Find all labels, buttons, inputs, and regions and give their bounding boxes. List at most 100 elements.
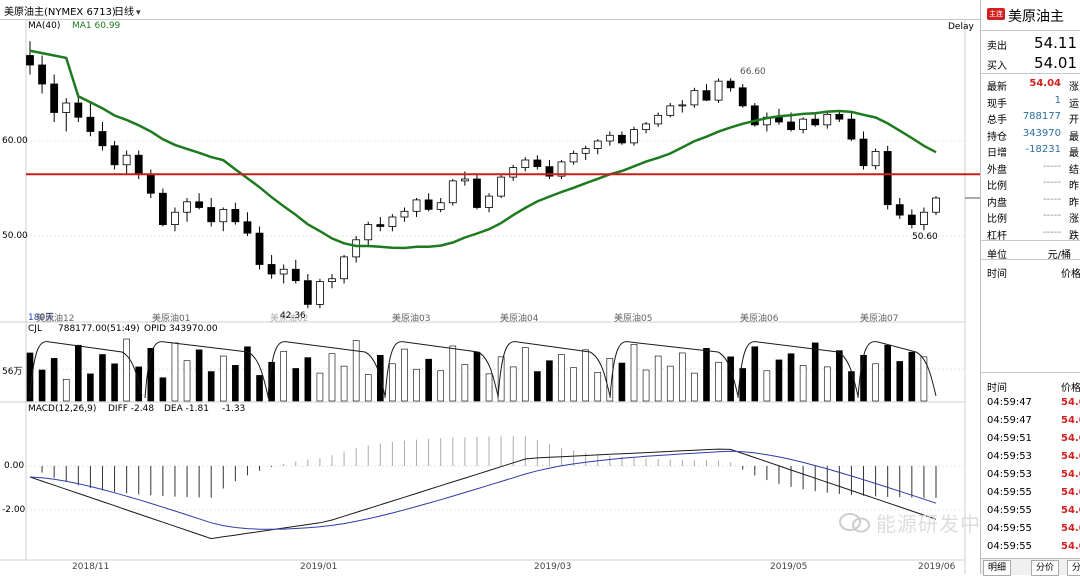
- candle-body: [279, 268, 288, 275]
- quote-row: 日增 -18231 最: [981, 141, 1080, 159]
- volume-bar: [751, 346, 759, 402]
- unit-value: 元/桶: [1047, 250, 1071, 261]
- sell-label: 卖出: [987, 41, 1007, 52]
- month-label-06: 美原油06: [740, 314, 779, 324]
- candle-body: [122, 154, 131, 166]
- tick-row[interactable]: 04:59:47 54.0: [981, 412, 1080, 430]
- volume-bar: [594, 372, 602, 402]
- ma40-line: [29, 49, 937, 250]
- candle-body: [110, 145, 119, 166]
- quote-row: 内盘 ----- 昨: [981, 191, 1080, 209]
- buy-row: 买入 54.01: [981, 54, 1080, 74]
- candle-body: [485, 195, 493, 208]
- tick-row[interactable]: 04:59:55 54.0: [981, 484, 1080, 502]
- candle-body: [183, 201, 191, 213]
- tick-price: 54.0: [1061, 433, 1080, 444]
- buy-label: 买入: [987, 61, 1007, 72]
- time-header-1: 时间: [987, 269, 1007, 280]
- candle-body: [726, 80, 735, 89]
- period-label: 日线: [114, 7, 134, 18]
- candle-body: [920, 211, 928, 225]
- quote-row-value: -----: [1042, 193, 1061, 205]
- candle-body: [86, 116, 95, 132]
- candle-body: [835, 114, 844, 120]
- volume-bar: [534, 371, 541, 402]
- volume-bar: [389, 363, 396, 402]
- volume-bar: [884, 344, 891, 402]
- candle-body: [533, 159, 542, 168]
- candle-body: [630, 129, 638, 144]
- candle-body: [243, 221, 252, 234]
- tick-row[interactable]: 04:59:55 54.0: [981, 520, 1080, 538]
- volume-bar: [50, 358, 58, 402]
- quote-row-label: 日增: [987, 148, 1007, 159]
- instrument-title[interactable]: 美原油主(NYMEX 6713): [4, 7, 116, 18]
- quote-row-value: -----: [1042, 177, 1061, 188]
- candle-body: [316, 281, 324, 305]
- volume-bar: [811, 342, 819, 402]
- tick-price: 54.0: [1061, 541, 1080, 552]
- delay-label: Delay: [948, 22, 974, 32]
- candle-body: [702, 90, 711, 101]
- volume-bar: [908, 351, 916, 402]
- candle-body: [460, 178, 469, 182]
- volume-bar: [232, 365, 239, 402]
- tick-price: 54.0: [1061, 523, 1080, 534]
- candle-body: [557, 161, 566, 177]
- quote-row: 最新 54.04 涨: [981, 75, 1080, 93]
- volume-bar: [256, 375, 263, 402]
- period-selector[interactable]: 日线 ▾: [114, 3, 141, 18]
- tick-row[interactable]: 04:59:53 54.0: [981, 448, 1080, 466]
- month-label-01: 美原油01: [152, 314, 191, 324]
- tick-row[interactable]: 04:59:55 54.0: [981, 538, 1080, 556]
- quote-row-value: -----: [1042, 160, 1061, 172]
- volume-bar: [570, 367, 577, 402]
- candle-body: [376, 224, 385, 227]
- tick-row[interactable]: 04:59:47 54.0: [981, 394, 1080, 412]
- month-label-04: 美原油04: [500, 314, 539, 324]
- tick-row[interactable]: 04:59:53 54.0: [981, 466, 1080, 484]
- candle-body: [412, 199, 421, 212]
- tick-row[interactable]: 04:59:51 54.0: [981, 430, 1080, 448]
- tick-row[interactable]: 04:59:55 54.0: [981, 502, 1080, 520]
- candle-body: [738, 87, 747, 107]
- quote-row: 比例 ----- 涨: [981, 207, 1080, 225]
- volume-bar: [485, 373, 493, 402]
- chart-canvas[interactable]: [0, 0, 980, 574]
- volume-bar: [860, 354, 867, 402]
- quote-row-label: 比例: [987, 214, 1007, 225]
- volume-bar: [268, 361, 275, 402]
- tick-time: 04:59:51: [987, 433, 1032, 444]
- quote-instrument-name: 美原油主: [1008, 9, 1064, 25]
- volume-bar: [62, 378, 70, 402]
- candle-body: [654, 114, 663, 125]
- unit-divider-bottom: [981, 259, 1080, 260]
- candle-body: [207, 207, 216, 223]
- volume-bar: [340, 365, 348, 402]
- quote-row-label: 比例: [987, 181, 1007, 192]
- volume-bar: [606, 358, 614, 402]
- volume-axis-label: 56万: [2, 367, 23, 377]
- candle-body: [62, 102, 71, 113]
- sell-value: 54.11: [1034, 34, 1077, 52]
- volume-bar: [509, 366, 517, 402]
- tick-price: 54.0: [1061, 415, 1080, 426]
- chart-area[interactable]: 美原油主(NYMEX 6713) 日线 ▾ MA(40) MA1 60.99 De…: [0, 0, 1001, 574]
- volume-bar: [207, 371, 215, 402]
- candle-body: [509, 167, 518, 178]
- volume-bar: [582, 349, 589, 402]
- volume-bar: [401, 348, 408, 402]
- candle-body: [907, 214, 916, 226]
- candle-body: [569, 152, 578, 163]
- last-low-annotation: 50.60: [912, 232, 938, 242]
- candle-body: [158, 192, 167, 226]
- candle-body: [424, 199, 433, 210]
- candle-body: [497, 176, 506, 197]
- month-label-12: 美原油12: [36, 314, 75, 324]
- quote-row-label: 现手: [987, 98, 1007, 110]
- volume-bar: [26, 352, 34, 402]
- candle-body: [448, 180, 457, 204]
- volume-bar: [292, 368, 300, 402]
- candle-body: [50, 83, 59, 113]
- date-label-4: 2019/05: [770, 562, 808, 572]
